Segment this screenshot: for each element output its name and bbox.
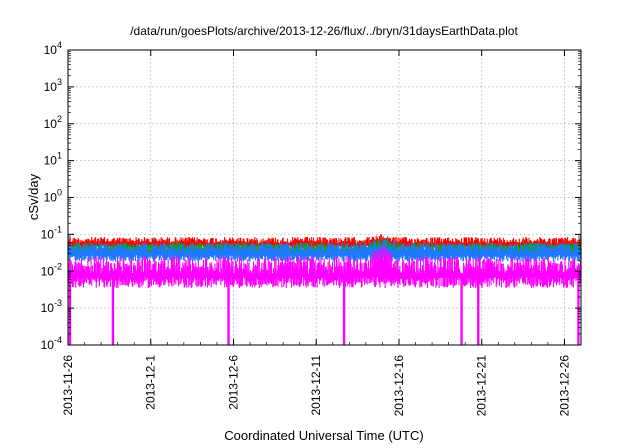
ticks [67,49,582,346]
x-tick-label: 2013-12-1 [144,355,158,410]
x-tick-label: 2013-12-21 [475,355,489,417]
x-tick-label: 2013-12-11 [309,355,323,416]
x-tick-label: 2013-12-26 [557,355,571,417]
x-tick-label: 2013-11-26 [61,355,75,416]
x-tick-label: 2013-12-16 [392,355,406,417]
chart-title: /data/run/goesPlots/archive/2013-12-26/f… [130,24,518,38]
x-axis-title: Coordinated Universal Time (UTC) [224,428,423,443]
x-tick-label: 2013-12-6 [226,355,240,410]
y-axis-title: cSv/day [26,173,41,220]
